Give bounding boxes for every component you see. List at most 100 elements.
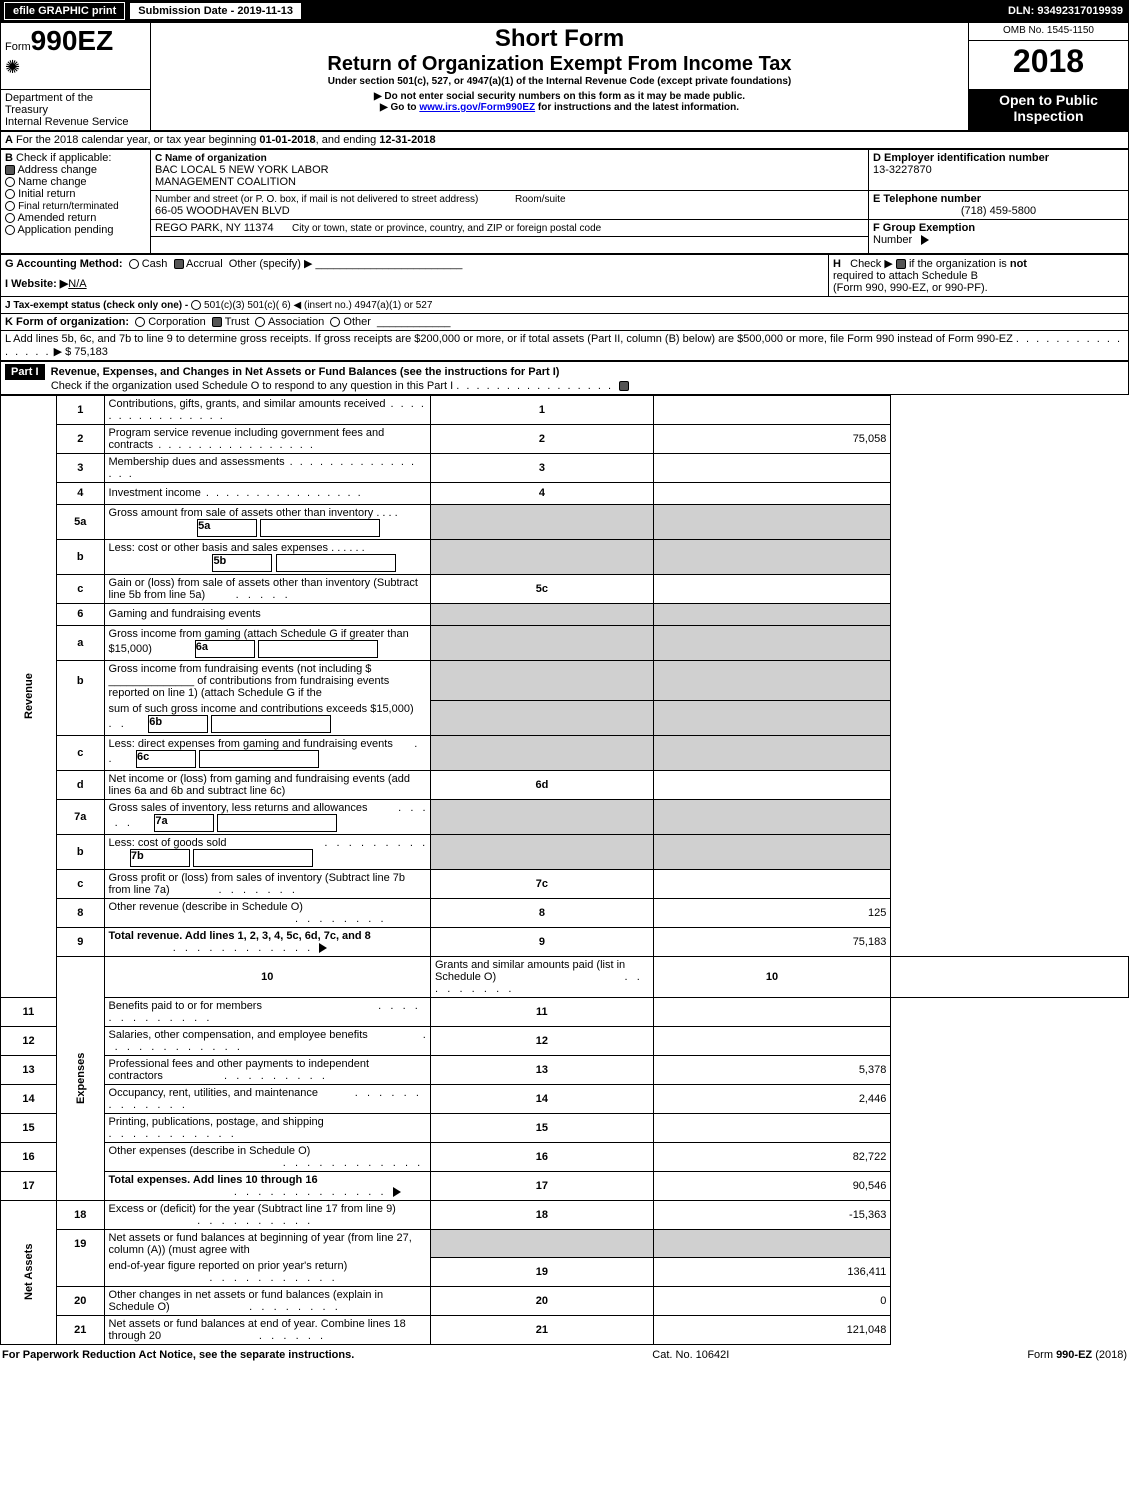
line-num: 4 bbox=[57, 482, 105, 504]
checkbox-icon[interactable] bbox=[619, 381, 629, 391]
radio-icon[interactable] bbox=[255, 317, 265, 327]
inner-box-7b: 7b bbox=[130, 849, 190, 867]
d-label: D Employer identification number bbox=[873, 152, 1049, 164]
d-value: 13-3227870 bbox=[873, 164, 932, 176]
radio-icon[interactable] bbox=[212, 317, 222, 327]
line-desc: Program service revenue including govern… bbox=[104, 424, 430, 453]
g-other: Other (specify) ▶ bbox=[229, 258, 313, 270]
line-num: 18 bbox=[57, 1200, 105, 1229]
table-row: end-of-year figure reported on prior yea… bbox=[1, 1258, 1129, 1287]
shaded-val bbox=[653, 660, 891, 701]
line-desc: Other expenses (describe in Schedule O) … bbox=[104, 1142, 430, 1171]
line-num: 7a bbox=[57, 799, 105, 834]
j-row: J Tax-exempt status (check only one) - 5… bbox=[1, 296, 1129, 313]
table-row: 11 Benefits paid to or for members . . .… bbox=[1, 997, 1129, 1026]
table-row: a Gross income from gaming (attach Sched… bbox=[1, 625, 1129, 660]
inner-box-6c: 6c bbox=[136, 750, 196, 768]
g-label: G Accounting Method: bbox=[5, 258, 123, 270]
f-group-cell: F Group Exemption Number bbox=[869, 219, 1129, 253]
shaded-val bbox=[653, 603, 891, 625]
line-desc: sum of such gross income and contributio… bbox=[104, 701, 430, 736]
inner-value-6a bbox=[258, 640, 378, 658]
title-cell: Short Form Return of Organization Exempt… bbox=[151, 23, 969, 90]
line-desc: Membership dues and assessments bbox=[104, 453, 430, 482]
line-box: 11 bbox=[431, 997, 654, 1026]
inner-value-5b bbox=[276, 554, 396, 572]
line-desc: Less: cost of goods sold . . . . . . . .… bbox=[104, 834, 430, 869]
shaded-box bbox=[431, 1229, 654, 1258]
line-num bbox=[57, 1258, 105, 1287]
part1-table: Revenue 1 Contributions, gifts, grants, … bbox=[0, 395, 1129, 1345]
page-footer: For Paperwork Reduction Act Notice, see … bbox=[0, 1345, 1129, 1365]
line-desc: Gain or (loss) from sale of assets other… bbox=[104, 574, 430, 603]
go-to-link[interactable]: www.irs.gov/Form990EZ bbox=[419, 102, 535, 113]
line-num: 3 bbox=[57, 453, 105, 482]
checkbox-icon[interactable] bbox=[5, 165, 15, 175]
form-990ez: 990EZ bbox=[31, 25, 114, 56]
line-num: 20 bbox=[57, 1286, 105, 1315]
line-value bbox=[653, 997, 891, 1026]
line-box: 4 bbox=[431, 482, 654, 504]
line-desc: Salaries, other compensation, and employ… bbox=[104, 1026, 430, 1055]
shaded-box bbox=[431, 799, 654, 834]
go-to-line: ▶ Go to www.irs.gov/Form990EZ for instru… bbox=[155, 102, 964, 113]
checkbox-icon[interactable] bbox=[5, 177, 15, 187]
d-ein-cell: D Employer identification number 13-3227… bbox=[869, 149, 1129, 190]
treasury-seal-icon: ✺ bbox=[5, 57, 146, 78]
line-num: 2 bbox=[57, 424, 105, 453]
table-row: 15 Printing, publications, postage, and … bbox=[1, 1113, 1129, 1142]
c-addr-label: Number and street (or P. O. box, if mail… bbox=[155, 194, 478, 205]
shaded-box bbox=[431, 603, 654, 625]
shaded-val bbox=[653, 735, 891, 770]
line-box: 3 bbox=[431, 453, 654, 482]
footer-mid: Cat. No. 10642I bbox=[652, 1349, 729, 1361]
h-not: not bbox=[1010, 258, 1027, 270]
line-num: c bbox=[57, 735, 105, 770]
radio-icon[interactable] bbox=[174, 259, 184, 269]
c-addr-cell: Number and street (or P. O. box, if mail… bbox=[151, 190, 869, 219]
line-num: 11 bbox=[1, 997, 57, 1026]
line-desc: Gross amount from sale of assets other t… bbox=[104, 504, 430, 539]
dept-line2: Treasury bbox=[5, 104, 146, 116]
table-row: 12 Salaries, other compensation, and emp… bbox=[1, 1026, 1129, 1055]
radio-icon[interactable] bbox=[129, 259, 139, 269]
checkbox-icon[interactable] bbox=[5, 225, 15, 235]
shaded-val bbox=[653, 539, 891, 574]
netassets-section-label: Net Assets bbox=[1, 1200, 57, 1344]
table-row: c Less: direct expenses from gaming and … bbox=[1, 735, 1129, 770]
shaded-val bbox=[653, 701, 891, 736]
efile-print-button[interactable]: efile GRAPHIC print bbox=[4, 2, 125, 20]
checkbox-icon[interactable] bbox=[5, 213, 15, 223]
line-value bbox=[653, 869, 891, 898]
line-value bbox=[653, 395, 891, 424]
line-desc: Professional fees and other payments to … bbox=[104, 1055, 430, 1084]
shaded-val bbox=[653, 625, 891, 660]
line-value bbox=[653, 770, 891, 799]
b-item-2: Initial return bbox=[18, 188, 75, 200]
table-row: 16 Other expenses (describe in Schedule … bbox=[1, 1142, 1129, 1171]
checkbox-icon[interactable] bbox=[5, 189, 15, 199]
b-item-3: Final return/terminated bbox=[18, 201, 119, 212]
line-box: 9 bbox=[431, 927, 654, 956]
line-value bbox=[653, 1026, 891, 1055]
j-text: J Tax-exempt status (check only one) - bbox=[5, 300, 191, 311]
line-box: 5c bbox=[431, 574, 654, 603]
table-row: 20 Other changes in net assets or fund b… bbox=[1, 1286, 1129, 1315]
radio-icon[interactable] bbox=[191, 300, 201, 310]
do-not-enter: ▶ Do not enter social security numbers o… bbox=[155, 91, 964, 102]
c-city-label: City or town, state or province, country… bbox=[292, 223, 601, 234]
checkbox-icon[interactable] bbox=[896, 259, 906, 269]
c-name-cell: C Name of organization BAC LOCAL 5 NEW Y… bbox=[151, 149, 869, 190]
radio-icon[interactable] bbox=[135, 317, 145, 327]
line-num: b bbox=[57, 660, 105, 701]
table-row: 9 Total revenue. Add lines 1, 2, 3, 4, 5… bbox=[1, 927, 1129, 956]
b-item-1: Name change bbox=[18, 176, 87, 188]
go-to-suffix: for instructions and the latest informat… bbox=[535, 102, 739, 113]
c-city: REGO PARK, NY 11374 bbox=[155, 222, 274, 234]
radio-icon[interactable] bbox=[330, 317, 340, 327]
line-value: 5,378 bbox=[653, 1055, 891, 1084]
line-num: 19 bbox=[57, 1229, 105, 1258]
shaded-box bbox=[431, 701, 654, 736]
checkbox-icon[interactable] bbox=[5, 201, 15, 211]
l-row: L Add lines 5b, 6c, and 7b to line 9 to … bbox=[1, 330, 1129, 360]
